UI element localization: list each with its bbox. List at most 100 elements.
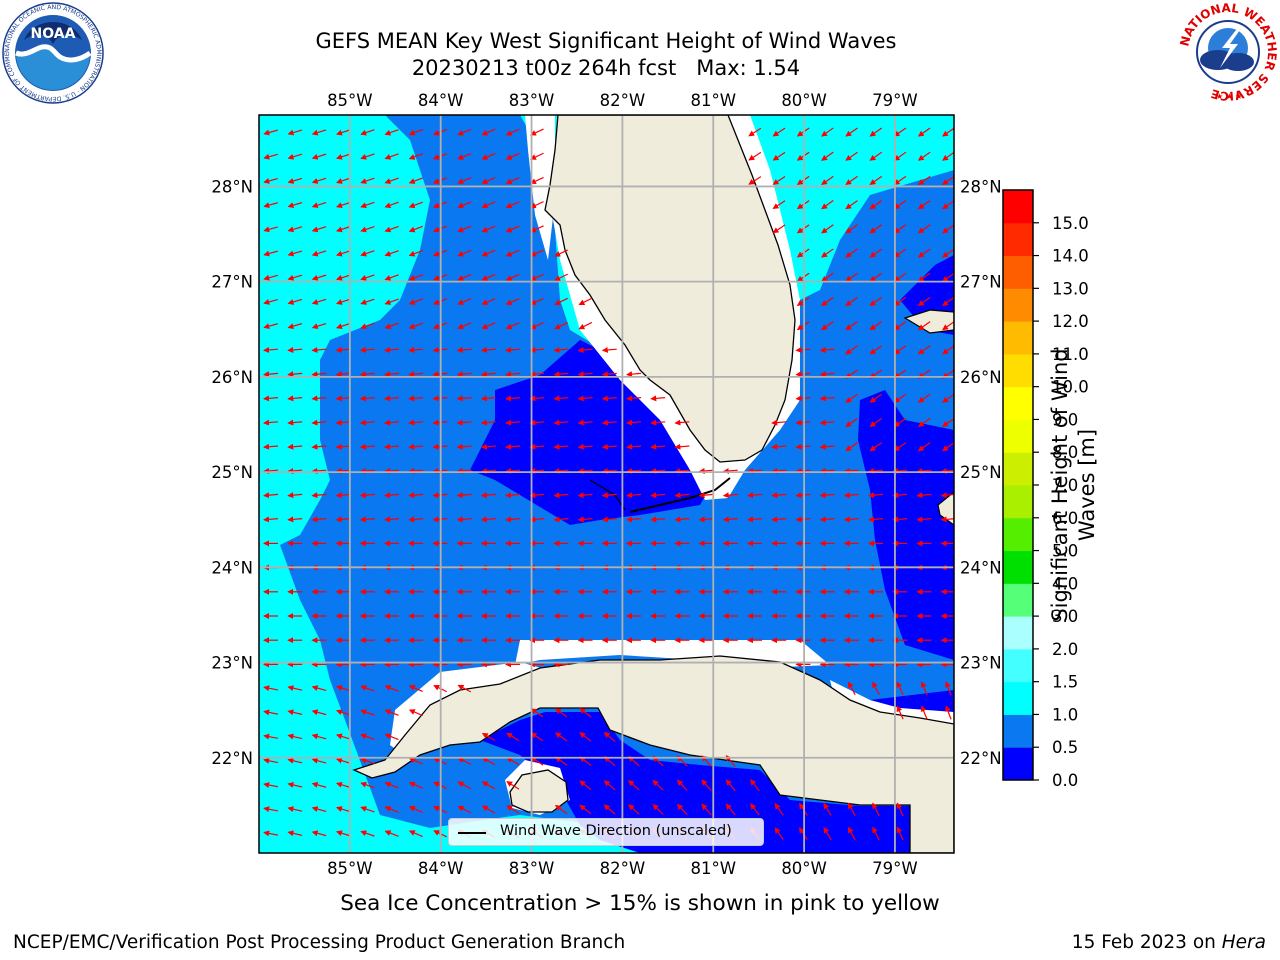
wave-direction-arrow bbox=[821, 200, 834, 210]
wave-direction-arrow bbox=[456, 443, 472, 450]
wave-direction-arrow bbox=[748, 127, 762, 137]
wave-direction-arrow bbox=[360, 250, 375, 257]
wave-direction-arrow bbox=[529, 492, 545, 499]
wave-direction-arrow bbox=[263, 685, 278, 692]
wave-direction-arrow bbox=[529, 128, 544, 136]
wave-direction-arrow bbox=[384, 516, 400, 523]
wave-direction-arrow bbox=[942, 417, 954, 427]
colorbar-tick-label: 3.0 bbox=[1052, 607, 1078, 626]
wave-direction-arrow bbox=[311, 709, 327, 716]
wave-direction-arrow bbox=[554, 322, 568, 330]
wave-direction-arrow bbox=[505, 419, 521, 426]
wave-direction-arrow bbox=[845, 248, 858, 258]
wave-direction-arrow bbox=[481, 732, 496, 742]
wave-direction-arrow bbox=[603, 780, 616, 791]
wave-direction-arrow bbox=[529, 419, 545, 426]
wave-direction-arrow bbox=[335, 757, 351, 764]
lon-tick-label: 84°W bbox=[418, 91, 464, 110]
wave-direction-arrow bbox=[505, 346, 521, 353]
lon-tick-label: 80°W bbox=[781, 91, 827, 110]
wave-direction-arrow bbox=[263, 516, 279, 523]
wave-direction-arrow bbox=[945, 681, 952, 696]
wave-direction-arrow bbox=[530, 732, 544, 742]
wave-direction-arrow bbox=[287, 274, 303, 281]
wave-direction-arrow bbox=[505, 395, 521, 402]
wave-direction-arrow bbox=[287, 685, 303, 692]
wave-direction-arrow bbox=[771, 492, 787, 499]
wave-direction-arrow bbox=[821, 321, 834, 331]
wave-direction-arrow bbox=[263, 153, 278, 160]
wave-direction-arrow bbox=[869, 296, 883, 306]
wave-direction-arrow bbox=[408, 298, 423, 305]
colorbar-tick-label: 0.0 bbox=[1052, 771, 1078, 790]
wave-direction-arrow bbox=[845, 224, 858, 234]
wave-direction-arrow bbox=[872, 826, 880, 841]
wave-direction-arrow bbox=[263, 419, 279, 426]
wave-direction-arrow bbox=[408, 806, 423, 813]
colorbar-segment bbox=[1003, 616, 1033, 650]
wave-height-field-0-0.5-gulf bbox=[470, 340, 720, 525]
wave-direction-arrow bbox=[917, 393, 931, 403]
wave-direction-arrow bbox=[748, 151, 762, 161]
wave-direction-arrow bbox=[481, 225, 496, 233]
wave-direction-arrow bbox=[896, 681, 904, 696]
wave-direction-arrow bbox=[893, 345, 907, 355]
wave-height-field-0-0.5-bahamas bbox=[858, 390, 954, 660]
wave-direction-arrow bbox=[917, 321, 931, 331]
colorbar-segment bbox=[1003, 485, 1033, 519]
wave-direction-arrow bbox=[408, 201, 423, 209]
wave-direction-arrow bbox=[505, 371, 521, 378]
wave-direction-arrow bbox=[263, 395, 279, 402]
wave-direction-arrow bbox=[335, 201, 351, 209]
wave-direction-arrow bbox=[529, 346, 545, 353]
wave-direction-arrow bbox=[457, 805, 472, 814]
wave-direction-arrow bbox=[263, 298, 278, 305]
wave-direction-arrow bbox=[480, 443, 496, 450]
wave-direction-arrow bbox=[480, 371, 496, 378]
lon-tick-label: 79°W bbox=[872, 859, 918, 878]
wave-direction-arrow bbox=[457, 684, 472, 693]
wave-direction-arrow bbox=[821, 151, 834, 161]
wave-direction-arrow bbox=[529, 322, 544, 330]
wave-direction-arrow bbox=[384, 443, 400, 450]
wave-direction-arrow bbox=[698, 516, 714, 523]
colorbar-tick-label: 9.0 bbox=[1052, 410, 1078, 429]
wave-direction-arrow bbox=[579, 732, 592, 742]
wave-direction-arrow bbox=[335, 709, 351, 716]
lat-tick-label: 24°N bbox=[960, 558, 1002, 577]
wave-direction-arrow bbox=[263, 733, 278, 740]
noaa-logo-text: NOAA bbox=[31, 26, 76, 42]
map-frame bbox=[258, 114, 955, 854]
wave-direction-arrow bbox=[601, 443, 617, 450]
colorbar-tick-label: 5.0 bbox=[1052, 542, 1078, 561]
wave-direction-arrow bbox=[893, 393, 907, 403]
footer-branch: NCEP/EMC/Verification Post Processing Pr… bbox=[13, 932, 626, 953]
wave-direction-arrow bbox=[481, 128, 496, 136]
wave-direction-arrow bbox=[456, 346, 472, 353]
map-subtitle: 20230213 t00z 264h fcst Max: 1.54 bbox=[411, 56, 801, 80]
wave-direction-arrow bbox=[287, 492, 303, 499]
wave-direction-arrow bbox=[408, 419, 424, 426]
wave-direction-arrow bbox=[676, 803, 688, 816]
wave-direction-arrow bbox=[311, 830, 327, 837]
colorbar-segment bbox=[1003, 190, 1033, 224]
lat-tick-label: 23°N bbox=[960, 654, 1002, 673]
wave-direction-arrow bbox=[263, 757, 278, 764]
wave-direction-arrow bbox=[845, 151, 858, 161]
colorbar-tick-label: 13.0 bbox=[1052, 279, 1089, 298]
lat-tick-label: 26°N bbox=[211, 368, 253, 387]
wave-direction-arrow bbox=[652, 779, 664, 791]
wave-direction-arrow bbox=[456, 516, 472, 523]
wave-direction-arrow bbox=[360, 129, 375, 136]
wave-direction-arrow bbox=[577, 443, 593, 450]
wave-direction-arrow bbox=[553, 371, 569, 378]
wave-direction-arrow bbox=[579, 707, 592, 718]
wave-direction-arrow bbox=[577, 395, 593, 402]
lat-tick-label: 25°N bbox=[211, 463, 253, 482]
wave-direction-arrow bbox=[579, 780, 592, 791]
wave-direction-arrow bbox=[480, 395, 496, 402]
wave-direction-arrow bbox=[819, 492, 835, 499]
colorbar-tick-label: 14.0 bbox=[1052, 247, 1089, 266]
lat-tick-labels-right: 28°N 27°N 26°N 25°N 24°N 23°N 22°N bbox=[960, 177, 1002, 767]
wave-direction-arrow bbox=[869, 321, 883, 331]
